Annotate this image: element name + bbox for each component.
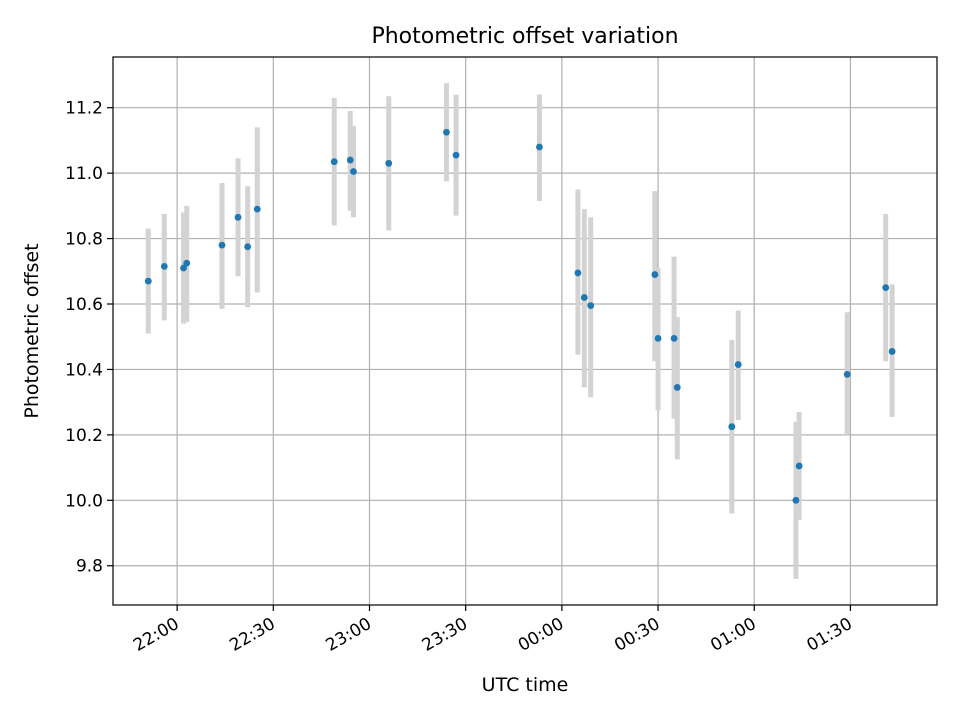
y-axis-label: Photometric offset (21, 243, 43, 418)
data-point (385, 159, 393, 167)
y-tick-label: 11.0 (65, 164, 103, 184)
grid-lines (113, 57, 937, 605)
data-point (888, 348, 896, 355)
y-tick-label: 9.8 (76, 557, 103, 577)
y-tick-label: 10.8 (65, 230, 103, 250)
error-bars (145, 83, 895, 579)
data-point (795, 462, 803, 470)
x-axis-label: UTC time (482, 674, 569, 696)
plot-area (112, 56, 938, 606)
x-tick-label: 22:30 (226, 614, 278, 656)
chart-title: Photometric offset variation (371, 24, 678, 49)
data-point (580, 294, 588, 301)
y-tick-label: 10.2 (65, 426, 103, 446)
x-tick-label: 00:00 (515, 614, 567, 656)
data-point (651, 271, 659, 278)
data-point (330, 158, 338, 166)
data-point (792, 496, 800, 504)
data-point (587, 302, 595, 310)
data-point (843, 370, 851, 378)
x-tick-label: 01:30 (803, 614, 855, 656)
data-point (452, 151, 460, 159)
data-point (160, 262, 168, 270)
data-point (882, 284, 890, 292)
data-point (218, 241, 226, 249)
data-point (180, 264, 187, 272)
data-point (350, 168, 357, 175)
data-point (244, 243, 252, 251)
data-points (144, 128, 896, 504)
data-point (728, 423, 736, 431)
data-point (253, 205, 261, 213)
data-point (654, 334, 662, 342)
x-tick-label: 01:00 (707, 614, 759, 656)
data-point (144, 277, 152, 285)
data-point (574, 269, 582, 277)
x-tick-label: 23:30 (419, 614, 471, 656)
data-point (670, 334, 678, 342)
y-axis-ticks: 9.8 10.0 10.2 10.4 10.6 10.8 11.0 11.2 (65, 99, 113, 577)
data-point (234, 213, 242, 221)
data-point (443, 128, 450, 136)
y-tick-label: 10.6 (65, 295, 103, 315)
data-point (673, 384, 681, 391)
x-tick-label: 22:00 (130, 614, 182, 656)
data-point (346, 156, 354, 164)
y-tick-label: 11.2 (65, 99, 103, 119)
x-tick-label: 23:00 (323, 614, 375, 656)
data-point (536, 143, 543, 151)
data-point (183, 259, 191, 267)
y-tick-label: 10.0 (65, 491, 103, 511)
y-tick-label: 10.4 (65, 360, 103, 380)
x-axis-ticks: 22:00 22:30 23:00 23:30 00:00 00:30 01:00 01:30 (130, 605, 856, 656)
data-point (734, 361, 742, 368)
x-tick-label: 00:30 (611, 614, 663, 656)
